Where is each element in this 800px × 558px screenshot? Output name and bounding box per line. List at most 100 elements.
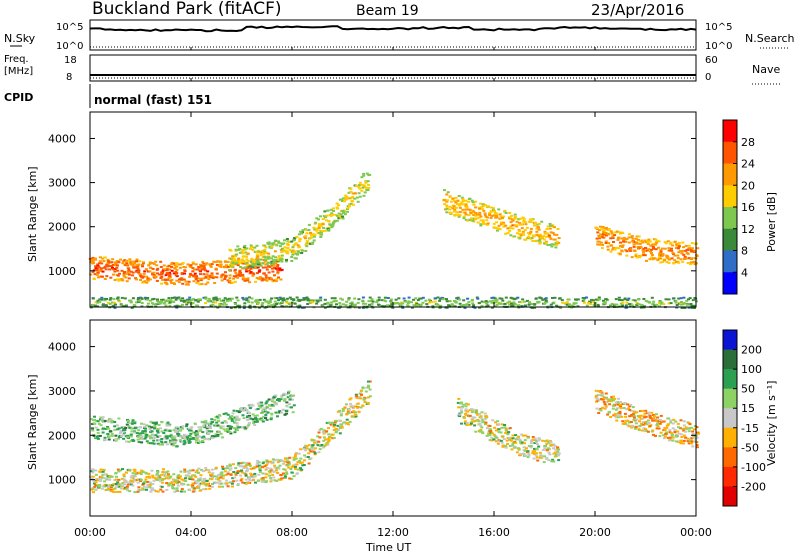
scatter-cell [101,419,104,422]
scatter-cell [599,390,603,393]
scatter-cell [682,296,686,299]
scatter-cell [604,242,608,244]
scatter-cell [441,297,445,299]
scatter-cell [512,301,516,304]
scatter-cell [142,488,146,491]
scatter-cell [288,398,292,401]
scatter-cell [397,297,401,300]
scatter-cell [138,489,142,492]
scatter-cell [189,264,193,267]
scatter-cell [521,230,525,233]
scatter-cell [301,229,305,232]
scatter-cell [201,480,204,483]
scatter-cell [528,302,532,304]
scatter-cell [146,298,150,301]
scatter-cell [167,473,170,476]
scatter-cell [690,437,694,440]
scatter-cell [143,281,146,284]
scatter-cell [143,430,147,432]
scatter-cell [197,484,201,487]
scatter-cell [457,195,461,197]
scatter-cell [225,482,229,485]
scatter-cell [481,421,485,424]
scatter-cell [178,439,182,442]
scatter-cell [278,267,282,270]
scatter-cell [177,476,181,479]
scatter-cell [448,208,452,211]
scatter-cell [200,266,204,269]
scatter-cell [269,467,273,470]
scatter-cell [141,482,145,485]
scatter-cell [667,302,671,305]
scatter-cell [246,279,250,282]
scatter-cell [604,405,608,408]
scatter-cell [191,261,195,264]
scatter-cell [249,472,253,475]
scatter-cell [134,277,138,280]
scatter-cell [100,487,104,490]
scatter-cell [670,249,674,252]
scatter-cell [300,252,304,254]
scatter-cell [101,431,105,434]
scatter-cell [632,415,636,417]
scatter-cell [253,472,257,475]
scatter-cell [519,217,523,220]
scatter-cell [673,428,677,431]
scatter-cell [452,210,456,213]
scatter-cell [209,276,213,279]
scatter-cell [615,246,618,249]
scatter-cell [225,428,229,431]
scatter-cell [158,435,162,437]
scatter-cell [170,278,174,281]
scatter-cell [115,278,119,281]
scatter-cell [671,427,675,430]
scatter-cell [234,255,237,258]
scatter-cell [594,394,598,397]
scatter-cell [314,447,317,450]
scatter-cell [243,465,247,468]
scatter-cell [300,298,304,301]
scatter-cell [483,412,487,415]
scatter-cell [155,303,158,306]
scatter-cell [94,473,98,476]
scatter-cell [620,246,624,248]
scatter-cell [521,434,525,437]
scatter-cell [661,254,665,257]
scatter-cell [113,301,117,304]
colorbar-tick-label: 20 [741,179,755,192]
scatter-cell [192,431,196,434]
scatter-cell [97,422,101,425]
scatter-cell [319,215,322,218]
scatter-cell [89,261,93,264]
scatter-cell [253,424,257,426]
scatter-cell [679,419,683,422]
scatter-cell [488,434,492,437]
scatter-cell [306,299,310,302]
scatter-cell [260,277,264,280]
scatter-cell [659,249,663,251]
scatter-cell [222,412,226,415]
scatter-cell [147,485,151,488]
scatter-cell [557,454,560,457]
colorbar-swatch [723,185,737,208]
scatter-cell [252,420,256,423]
scatter-cell [355,196,359,199]
scatter-cell [645,259,648,262]
scatter-cell [427,298,431,301]
scatter-cell [552,452,556,455]
colorbar-swatch [723,250,737,273]
scatter-cell [670,257,674,260]
scatter-cell [341,409,345,412]
scatter-cell [604,392,608,395]
scatter-cell [151,262,154,264]
scatter-cell [341,303,345,306]
scatter-cell [265,276,269,279]
scatter-cell [176,484,180,487]
scatter-cell [134,270,138,273]
scatter-cell [631,237,635,240]
scatter-cell [616,237,620,240]
scatter-cell [647,238,651,241]
scatter-cell [534,452,538,455]
scatter-cell [91,259,95,262]
scatter-cell [518,438,522,441]
